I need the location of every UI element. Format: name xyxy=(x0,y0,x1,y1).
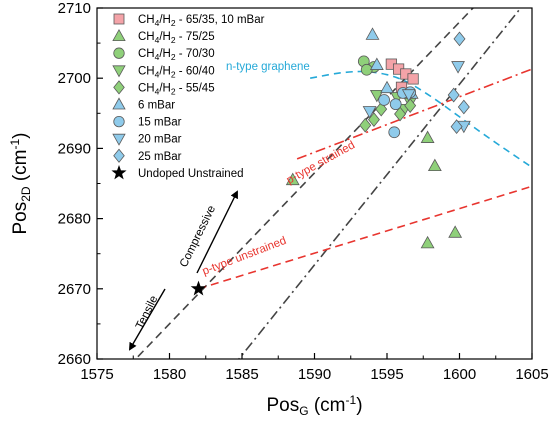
trend-line-1 xyxy=(134,8,475,359)
x-tick-label: 1605 xyxy=(515,366,548,383)
data-point-s6-1 xyxy=(365,27,380,40)
compressive-label: Compressive xyxy=(178,204,218,270)
x-tick-label: 1590 xyxy=(298,366,331,383)
legend-marker xyxy=(113,148,125,163)
data-point-s7-2 xyxy=(389,98,402,111)
legend-label: 25 mBar xyxy=(138,151,182,163)
data-point-s10-1 xyxy=(190,280,207,296)
legend-label: CH4/H2 - 65/35, 10 mBar xyxy=(138,14,265,28)
legend-marker xyxy=(113,80,125,95)
legend: CH4/H2 - 65/35, 10 mBar CH4/H2 - 75/25 CH4… xyxy=(111,13,265,180)
data-point-s5-5 xyxy=(404,98,417,113)
x-tick-label: 1600 xyxy=(443,366,476,383)
plot-lines xyxy=(134,8,532,359)
data-point-s2-5 xyxy=(448,225,463,238)
data-point-s6-2 xyxy=(369,57,384,70)
data-point-s8-3 xyxy=(451,61,465,74)
data-point-s9-4 xyxy=(450,119,463,135)
legend-marker xyxy=(112,65,126,78)
trend-line-2 xyxy=(237,8,522,359)
legend-label: 20 mBar xyxy=(138,134,182,146)
data-point-s2-3 xyxy=(427,158,442,172)
data-point-s5-4 xyxy=(394,106,407,122)
legend-label: CH4/H2 - 70/30 xyxy=(138,48,215,62)
y-tick-label: 2670 xyxy=(58,281,91,298)
x-axis-title: PosG (cm-1) xyxy=(266,393,362,418)
data-point-s2-4 xyxy=(420,235,435,249)
legend-label: CH4/H2 - 75/25 xyxy=(138,31,215,45)
legend-label: Undoped Unstrained xyxy=(138,168,244,180)
data-point-s2-1 xyxy=(285,172,300,186)
axis-ticks: 1575 1580 1585 1590 1595 1600 1605 2660 2670 2680… xyxy=(58,0,549,383)
legend-marker xyxy=(111,164,127,180)
tensile-label: Tensile xyxy=(134,294,160,331)
legend-marker xyxy=(113,13,125,25)
y-tick-label: 2690 xyxy=(58,140,91,157)
data-point-s7-1 xyxy=(378,94,390,106)
y-tick-label: 2660 xyxy=(58,351,91,368)
y-axis-title: Pos2D (cm-1) xyxy=(8,132,33,234)
p-type-unstrained-label: p-type unstrained xyxy=(201,235,288,278)
data-point-s9-2 xyxy=(453,31,466,47)
legend-label: CH4/H2 - 60/40 xyxy=(138,65,215,79)
data-point-s9-3 xyxy=(457,99,470,115)
x-tick-label: 1595 xyxy=(370,366,403,383)
legend-marker xyxy=(112,29,126,41)
data-markers xyxy=(190,27,471,296)
data-point-s9-1 xyxy=(447,87,460,103)
data-point-s5-1 xyxy=(359,117,372,133)
p-type-strained-label: p-type strained xyxy=(285,139,357,186)
legend-marker xyxy=(113,115,125,128)
tensile-arrow xyxy=(128,288,166,351)
y-tick-label: 2680 xyxy=(58,211,91,228)
n-type-graphene-label: n-type graphene xyxy=(226,61,310,73)
trend-line-3 xyxy=(198,185,532,290)
trend-line-4 xyxy=(296,68,532,160)
legend-marker xyxy=(112,133,126,146)
compressive-arrow xyxy=(196,190,238,274)
y-tick-label: 2700 xyxy=(58,70,91,87)
x-tick-label: 1575 xyxy=(80,366,113,383)
x-tick-label: 1580 xyxy=(153,366,186,383)
x-tick-label: 1585 xyxy=(225,366,258,383)
data-point-s8-1 xyxy=(362,106,377,119)
legend-label: 6 mBar xyxy=(138,100,175,112)
legend-label: CH4/H2 - 55/45 xyxy=(138,82,215,96)
data-point-s7-5 xyxy=(388,126,401,139)
legend-marker xyxy=(112,97,126,110)
legend-label: 15 mBar xyxy=(138,117,182,129)
legend-marker xyxy=(113,47,125,59)
data-point-s6-3 xyxy=(380,80,394,94)
data-point-s1-4 xyxy=(407,73,419,85)
data-point-s2-2 xyxy=(420,130,435,143)
plot-frame xyxy=(96,7,533,360)
data-point-s8-2 xyxy=(401,89,416,102)
y-tick-label: 2710 xyxy=(58,0,91,17)
data-point-s5-2 xyxy=(367,112,380,128)
